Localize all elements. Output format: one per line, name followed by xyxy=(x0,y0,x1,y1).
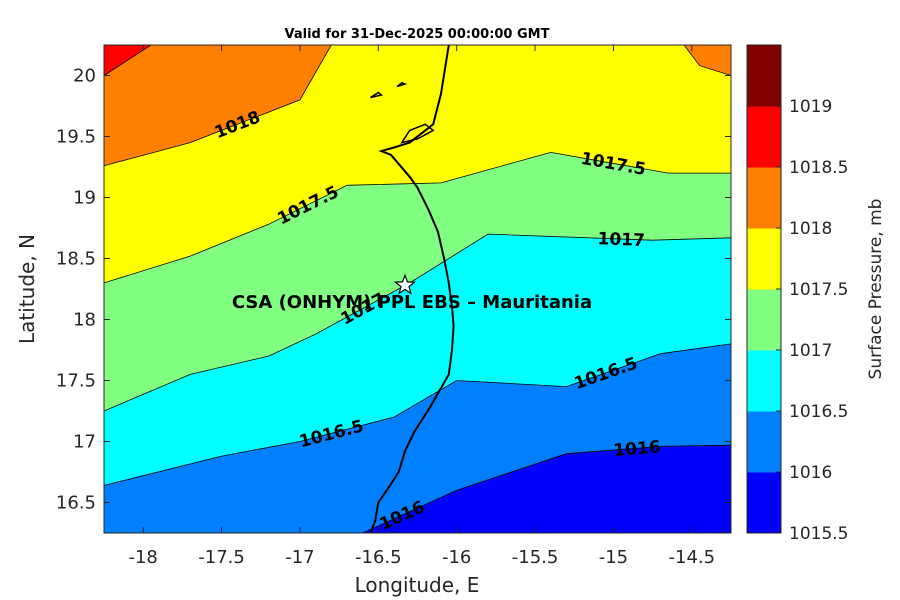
x-tick-label: -17 xyxy=(285,547,314,568)
y-axis-label: Latitude, N xyxy=(15,234,39,344)
y-tick-label: 17.5 xyxy=(56,371,96,392)
y-tick-label: 17 xyxy=(73,432,96,453)
contour-line-1017 xyxy=(104,233,731,412)
x-tick-label: -15 xyxy=(599,547,628,568)
colorbar-tick-label: 1017.5 xyxy=(789,280,848,300)
coastline-island xyxy=(396,81,408,88)
colorbar-label: Surface Pressure, mb xyxy=(866,199,886,380)
chart-title: Valid for 31-Dec-2025 00:00:00 GMT xyxy=(285,27,550,42)
contour-label-1016: 1016 xyxy=(613,437,662,461)
contour-line-1016 xyxy=(362,444,731,533)
band-1018-east xyxy=(684,45,731,76)
coastline-island xyxy=(400,123,435,144)
colorbar-segment-1018 xyxy=(747,167,781,229)
colorbar-segment-1018.5 xyxy=(747,106,781,168)
y-tick-label: 16.5 xyxy=(56,493,96,514)
contour-line-1018 xyxy=(683,45,731,76)
x-tick-label: -18 xyxy=(128,547,157,568)
plot-frame xyxy=(103,44,732,534)
colorbar-tick-label: 1017 xyxy=(789,341,832,361)
contour-lines xyxy=(104,45,731,533)
colorbar-tick-label: 1018.5 xyxy=(789,158,848,178)
coastline-mainland xyxy=(369,45,455,533)
x-tick-label: -15.5 xyxy=(512,547,559,568)
contour-line-1017.5 xyxy=(104,151,731,284)
colorbar-segment-1017 xyxy=(747,289,781,351)
contour-line-1016.5 xyxy=(104,343,731,486)
colorbar-tick-label: 1015.5 xyxy=(789,524,848,544)
colorbar-tick-label: 1016.5 xyxy=(789,402,848,422)
colorbar-segment-1016 xyxy=(747,411,781,473)
contour-label-1017: 1017 xyxy=(597,229,645,251)
x-tick-label: -14.5 xyxy=(669,547,716,568)
site-marker-group: CSA (ONHYM) PPL EBS – Mauritania xyxy=(232,273,592,313)
colorbar-tick-label: 1018 xyxy=(789,219,832,239)
x-tick-label: -16 xyxy=(442,547,471,568)
coastline-island xyxy=(370,91,384,99)
colorbar-segment-1019 xyxy=(747,45,781,107)
colorbar: 1015.5 1016 1016.5 1017 1017.5 1018 1018.5 1019 xyxy=(746,44,848,544)
x-tick-label: -16.5 xyxy=(355,547,402,568)
x-axis-ticks: -18 -17.5 -17 -16.5 -16 -15.5 -15 -14.5 xyxy=(128,45,715,568)
site-label: CSA (ONHYM) PPL EBS – Mauritania xyxy=(232,292,592,313)
colorbar-segment-1017.5 xyxy=(747,228,781,290)
colorbar-tick-label: 1019 xyxy=(789,97,832,117)
y-tick-label: 18.5 xyxy=(56,249,96,270)
y-tick-label: 19.5 xyxy=(56,127,96,148)
coastline xyxy=(369,45,455,533)
y-tick-label: 19 xyxy=(73,188,96,209)
colorbar-segment-1015.5 xyxy=(747,472,781,534)
x-tick-label: -17.5 xyxy=(198,547,245,568)
colorbar-segment-1016.5 xyxy=(747,350,781,412)
contour-line-1018 xyxy=(104,45,332,167)
y-tick-label: 18 xyxy=(73,310,96,331)
contour-fills xyxy=(104,45,731,533)
x-axis-label: Longitude, E xyxy=(355,573,480,597)
y-tick-label: 20 xyxy=(73,66,96,87)
band-1018-west xyxy=(104,45,332,166)
colorbar-tick-label: 1016 xyxy=(789,463,832,483)
site-star-icon xyxy=(393,273,417,295)
y-axis-ticks: 16.5 17 17.5 18 18.5 19 19.5 20 xyxy=(56,66,731,514)
